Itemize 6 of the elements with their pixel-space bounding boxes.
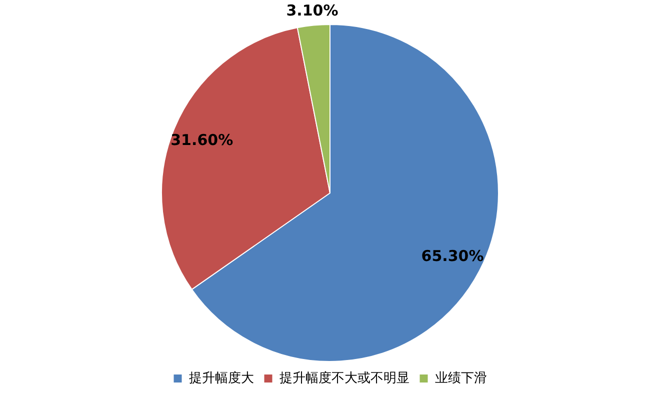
data-label: 65.30% bbox=[421, 246, 484, 265]
legend-label: 提升幅度大 bbox=[188, 370, 254, 386]
data-label: 3.10% bbox=[286, 1, 338, 20]
legend-label: 业绩下滑 bbox=[434, 370, 487, 386]
data-label: 31.60% bbox=[170, 131, 234, 150]
legend-label: 提升幅度不大或不明显 bbox=[279, 370, 410, 386]
